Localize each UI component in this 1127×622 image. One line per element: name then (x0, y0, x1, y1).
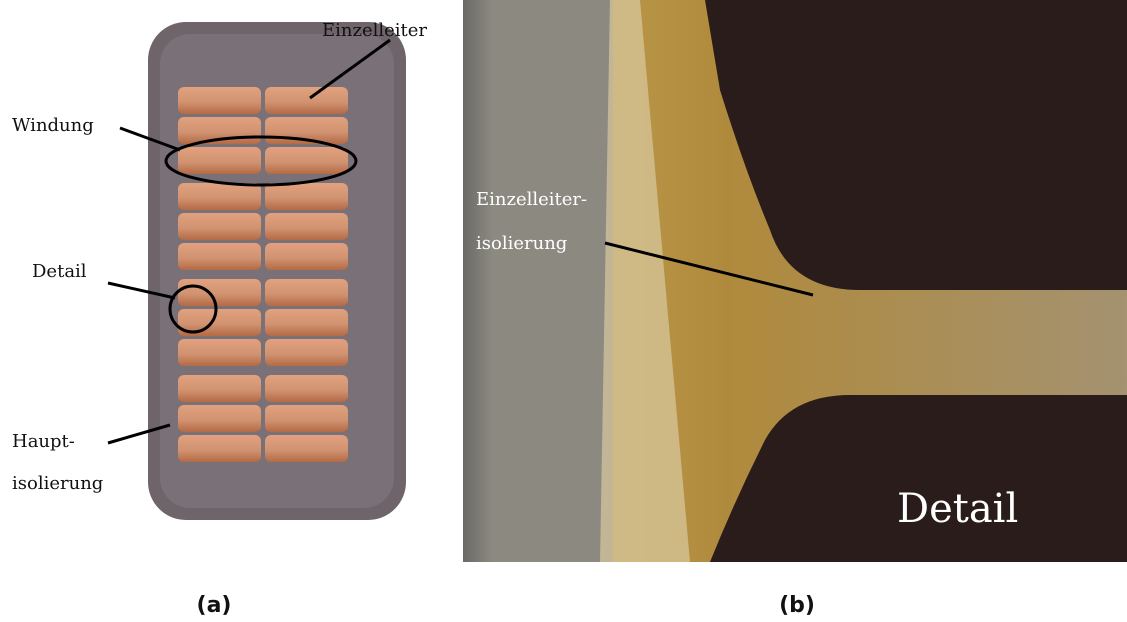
annotation: isolierung (12, 473, 103, 494)
panel-b: Einzelleiter- isolierung Detail (b) (463, 0, 1127, 618)
strand (265, 87, 348, 114)
strand (178, 147, 261, 174)
figure: Einzelleiter Windung Detail Haupt- isoli… (0, 0, 1127, 622)
strand (178, 279, 261, 306)
strand (178, 87, 261, 114)
strand (178, 213, 261, 240)
annotation: Haupt- (12, 431, 75, 452)
strand (178, 375, 261, 402)
annotation: Detail (897, 486, 1018, 532)
strand (178, 435, 261, 462)
strand (265, 213, 348, 240)
annotation: Einzelleiter- (476, 189, 587, 210)
panel-label: (b) (779, 593, 815, 618)
strand (265, 243, 348, 270)
annotation: Windung (12, 115, 94, 136)
strand (178, 183, 261, 210)
strand (178, 339, 261, 366)
strand (265, 339, 348, 366)
strand (265, 435, 348, 462)
panel-a: Einzelleiter Windung Detail Haupt- isoli… (12, 20, 427, 618)
strand (265, 147, 348, 174)
strand (265, 405, 348, 432)
annotation: Einzelleiter (322, 20, 427, 41)
strand (265, 309, 348, 336)
annotation: Detail (32, 261, 87, 282)
panel-label: (a) (197, 593, 232, 618)
strand (265, 279, 348, 306)
annotation: isolierung (476, 233, 567, 254)
strand (265, 375, 348, 402)
strand (265, 183, 348, 210)
background (463, 0, 613, 562)
strand (178, 243, 261, 270)
strand (178, 405, 261, 432)
